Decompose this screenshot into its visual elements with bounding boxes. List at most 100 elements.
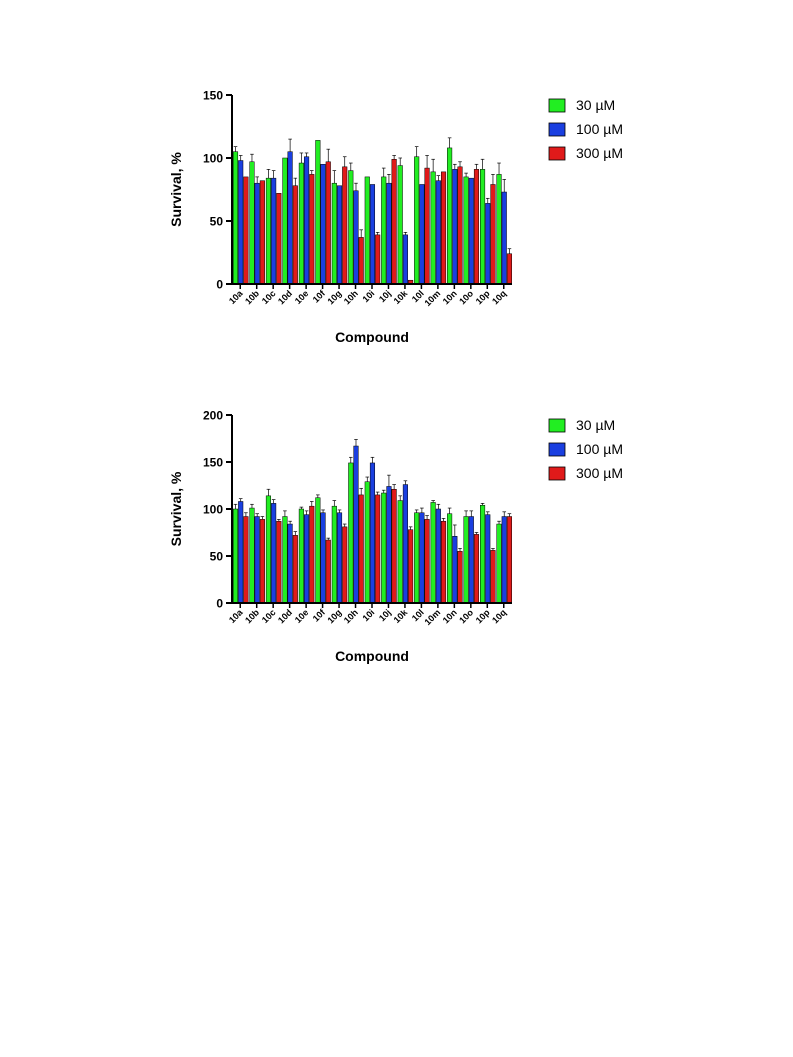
category-label: 10e <box>293 607 311 625</box>
category-label: 10a <box>227 607 245 625</box>
y-tick-label: 200 <box>203 409 223 423</box>
category-label: 10c <box>260 288 278 306</box>
category-label: 10i <box>360 607 376 623</box>
bar-10m-s2 <box>435 508 441 604</box>
category-label: 10b <box>243 288 261 306</box>
bar-10p-s2 <box>485 514 491 604</box>
bar-10h-s3 <box>358 494 364 604</box>
bar-10j-s2 <box>386 486 392 604</box>
category-label: 10h <box>342 288 360 306</box>
bar-10j-s1 <box>381 492 387 604</box>
bar-10p-s2 <box>485 203 491 285</box>
category-label: 10h <box>342 607 360 625</box>
bar-10m-s3 <box>440 520 447 604</box>
bar-10i-s2 <box>369 462 376 604</box>
bar-10e-s3 <box>309 505 315 604</box>
bar-10e-s1 <box>298 508 304 604</box>
category-label: 10g <box>325 288 343 306</box>
bar-10b-s2 <box>254 182 260 285</box>
bar-10a-s3 <box>243 176 249 285</box>
legend-swatch <box>548 98 566 113</box>
category-label: 10o <box>457 288 475 306</box>
bar-10q-s2 <box>501 191 507 285</box>
bar-10c-s2 <box>271 177 277 285</box>
legend-label: 30 µM <box>576 97 615 113</box>
bar-10p-s3 <box>490 550 496 604</box>
y-tick-label: 100 <box>203 503 223 517</box>
bar-10a-s1 <box>232 151 239 285</box>
bar-10e-s1 <box>298 162 304 285</box>
bar-10e-s2 <box>304 514 310 604</box>
category-label: 10n <box>441 607 459 625</box>
category-label: 10q <box>490 607 508 625</box>
series-2 <box>238 138 507 285</box>
category-label: 10n <box>441 288 459 306</box>
y-tick-label: 50 <box>210 215 224 229</box>
bar-10k-s1 <box>397 165 403 285</box>
y-tick-label: 100 <box>203 152 223 166</box>
category-label: 10p <box>474 288 492 306</box>
y-tick-label: 50 <box>210 550 224 564</box>
y-axis-title: Survival, % <box>168 471 184 546</box>
bar-10i-s2 <box>369 184 376 285</box>
category-label: 10m <box>422 288 442 308</box>
bar-10b-s1 <box>249 161 255 285</box>
bar-10h-s1 <box>348 170 354 285</box>
bar-10m-s1 <box>430 171 436 285</box>
bar-10a-s1 <box>232 508 239 604</box>
bar-10e-s3 <box>309 174 315 285</box>
bar-10d-s2 <box>287 523 293 604</box>
bar-10p-s1 <box>480 169 486 285</box>
bar-10f-s2 <box>320 512 326 604</box>
bar-10h-s2 <box>353 190 359 285</box>
category-label: 10i <box>360 288 376 304</box>
bar-10d-s3 <box>292 185 298 285</box>
bar-10g-s2 <box>336 185 343 285</box>
category-label: 10k <box>392 607 410 625</box>
bar-10l-s2 <box>419 512 425 604</box>
category-label: 10f <box>311 288 328 305</box>
bar-10q-s3 <box>506 516 512 604</box>
category-label: 10p <box>474 607 492 625</box>
bar-10i-s1 <box>364 481 370 604</box>
bar-10a-s3 <box>243 516 249 604</box>
bar-10g-s3 <box>342 166 348 285</box>
bar-10m-s2 <box>435 180 441 285</box>
bar-10k-s1 <box>397 500 403 604</box>
category-label: 10g <box>325 607 343 625</box>
bar-10h-s2 <box>353 445 359 604</box>
bar-10l-s3 <box>424 519 430 604</box>
bar-10f-s3 <box>325 539 331 604</box>
bar-10f-s1 <box>315 140 321 285</box>
bar-10d-s2 <box>287 151 293 285</box>
bar-10q-s2 <box>501 516 507 604</box>
bar-10i-s1 <box>364 176 370 285</box>
bar-10o-s1 <box>463 176 469 285</box>
bar-10c-s1 <box>265 495 271 604</box>
y-tick-label: 150 <box>203 456 223 470</box>
category-label: 10o <box>457 607 475 625</box>
bar-10i-s3 <box>375 494 381 604</box>
y-tick-label: 0 <box>216 278 223 292</box>
bar-10b-s1 <box>249 507 255 604</box>
bar-10d-s1 <box>282 516 288 604</box>
bar-10j-s3 <box>391 159 397 285</box>
legend: 30 µM 100 µM 300 µM <box>548 97 623 161</box>
bar-10n-s3 <box>457 166 463 285</box>
legend-swatch <box>548 122 566 137</box>
bar-10l-s3 <box>424 167 430 285</box>
legend-label: 100 µM <box>576 441 623 457</box>
bar-10f-s1 <box>315 497 321 604</box>
bar-10j-s2 <box>386 182 392 285</box>
bar-10l-s2 <box>419 184 425 285</box>
bar-10k-s2 <box>402 234 408 285</box>
category-label: 10m <box>422 607 442 627</box>
legend-label: 300 µM <box>576 465 623 481</box>
bar-10d-s1 <box>282 157 288 285</box>
bar-10n-s1 <box>447 513 453 604</box>
category-label: 10f <box>311 607 328 624</box>
category-label: 10e <box>293 288 311 306</box>
bar-10m-s1 <box>430 502 436 604</box>
